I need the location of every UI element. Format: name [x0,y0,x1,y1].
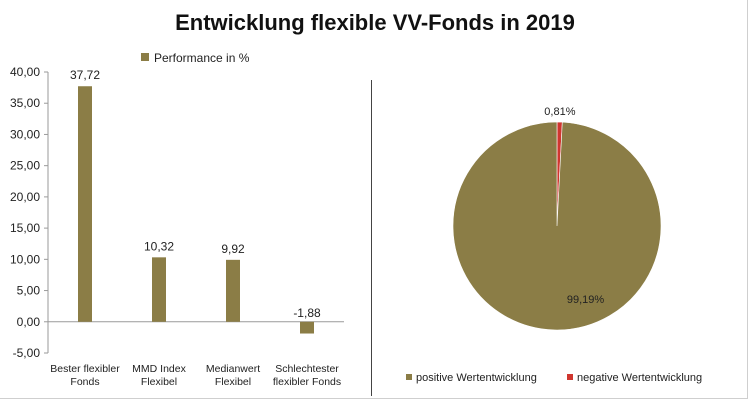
data-label: 37,72 [70,68,100,82]
bar [78,86,92,322]
category-label: flexibler Fonds [273,376,341,388]
category-label: Flexibel [141,376,177,388]
legend-swatch-positive [406,374,412,380]
y-tick-label: 25,00 [10,159,40,173]
y-tick-label: 10,00 [10,252,40,266]
legend-swatch [141,53,149,61]
y-tick-label: 35,00 [10,96,40,110]
data-label: -1,88 [293,306,321,320]
legend-label: Performance in % [154,51,250,65]
y-tick-label: 15,00 [10,221,40,235]
y-tick-label: 40,00 [10,65,40,79]
bar [226,259,240,322]
bar [152,257,166,322]
category-label: Medianwert [206,363,260,375]
category-label: Fonds [70,376,99,388]
bar-chart: 40,00 35,00 30,00 25,00 20,00 15,00 10,00 5,00 0… [10,51,344,388]
category-label: Flexibel [215,376,251,388]
y-tick-label: 30,00 [10,127,40,141]
y-tick-label: 20,00 [10,190,40,204]
legend-label-negative: negative Wertentwicklung [577,372,702,384]
chart-divider [371,80,372,396]
y-tick-label: 5,00 [17,284,41,298]
pie-label-negative: 0,81% [544,106,575,118]
category-label: Schlechtester [275,363,339,375]
pie-label-positive: 99,19% [567,294,605,306]
bar [300,321,314,334]
y-tick-label: -5,00 [13,346,41,360]
data-label: 10,32 [144,239,174,253]
chart-title: Entwicklung flexible VV-Fonds in 2019 [175,10,575,35]
pie-slice-positive [452,121,662,331]
legend-label-positive: positive Wertentwicklung [416,372,537,384]
category-label: MMD Index [132,363,186,375]
y-tick-label: 0,00 [17,315,41,329]
data-label: 9,92 [221,242,245,256]
category-label: Bester flexibler [50,363,120,375]
legend-swatch-negative [567,374,573,380]
